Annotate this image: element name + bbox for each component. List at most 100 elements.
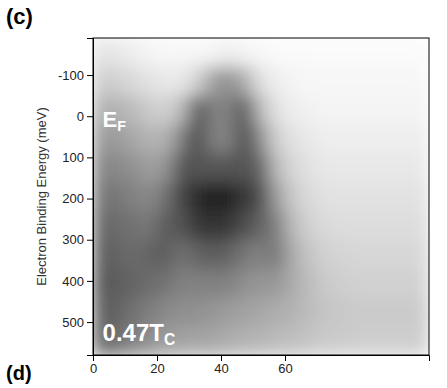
heatmap-cell <box>189 240 206 269</box>
heatmap-cell <box>349 211 366 240</box>
heatmap-cell <box>205 326 222 355</box>
y-tick-label: -100 <box>58 68 84 83</box>
y-tick: -100 <box>58 68 93 83</box>
heatmap-cell <box>205 124 222 153</box>
y-tick: 300 <box>62 232 93 247</box>
heatmap-cell <box>237 38 254 67</box>
y-tick-label: 100 <box>62 150 84 165</box>
heatmap-cell <box>269 240 286 269</box>
x-tick: 20 <box>150 355 164 376</box>
heatmap-cell <box>269 182 286 211</box>
heatmap-cell <box>269 38 286 67</box>
y-tick-mark <box>87 157 93 158</box>
heatmap-cell <box>349 326 366 355</box>
heatmap-cell <box>93 67 110 96</box>
heatmap-cell <box>205 269 222 298</box>
heatmap-cell <box>157 38 174 67</box>
heatmap-cell <box>301 240 318 269</box>
heatmap-cell <box>285 326 302 355</box>
heatmap-cell <box>205 182 222 211</box>
heatmap-cell <box>253 153 270 182</box>
x-tick: 60 <box>278 355 292 376</box>
heatmap-cell <box>269 67 286 96</box>
heatmap-cell <box>125 38 142 67</box>
heatmap-cell <box>285 38 302 67</box>
heatmap-cell <box>93 240 110 269</box>
heatmap-cell <box>365 38 382 67</box>
chart: 0204060-1000100200300400500EF0.47TCElect… <box>0 0 447 388</box>
y-tick-mark <box>87 322 93 323</box>
heatmap-cell <box>125 153 142 182</box>
heatmap-cell <box>189 326 206 355</box>
x-tick-label: 0 <box>90 361 97 376</box>
heatmap-cell <box>397 67 414 96</box>
heatmap-cell <box>125 124 142 153</box>
heatmap-cell <box>349 67 366 96</box>
heatmap-cell <box>253 124 270 153</box>
heatmap-cell <box>205 153 222 182</box>
heatmap-cell <box>109 67 126 96</box>
heatmap-cell <box>413 67 429 96</box>
heatmap-cell <box>237 124 254 153</box>
heatmap-cell <box>253 326 270 355</box>
heatmap-cell <box>237 297 254 326</box>
heatmap-cell <box>301 67 318 96</box>
heatmap-cell <box>413 297 429 326</box>
heatmap-cell <box>333 297 350 326</box>
heatmap-cell <box>365 211 382 240</box>
heatmap-cell <box>349 297 366 326</box>
heatmap-cell <box>285 240 302 269</box>
heatmap-cell <box>157 153 174 182</box>
heatmap-cell <box>381 182 398 211</box>
heatmap-cell <box>141 269 158 298</box>
heatmap-cell <box>93 38 110 67</box>
heatmap-cell <box>301 124 318 153</box>
x-axis: 0204060 <box>90 355 430 376</box>
heatmap-cell <box>269 153 286 182</box>
heatmap-cell <box>157 124 174 153</box>
heatmap-cell <box>333 67 350 96</box>
heatmap-cell <box>349 240 366 269</box>
heatmap-cell <box>317 211 334 240</box>
heatmap-cell <box>285 211 302 240</box>
heatmap-cell <box>141 96 158 125</box>
heatmap-cell <box>397 211 414 240</box>
heatmap-cell <box>141 211 158 240</box>
heatmap-cell <box>285 182 302 211</box>
y-tick: 100 <box>62 150 93 165</box>
heatmap-cell <box>221 326 238 355</box>
heatmap-cell <box>381 67 398 96</box>
heatmap-cell <box>301 269 318 298</box>
heatmap-cell <box>365 67 382 96</box>
heatmap-cell <box>269 124 286 153</box>
heatmap-cell <box>157 240 174 269</box>
y-tick: 0 <box>77 109 93 124</box>
heatmap-cell <box>173 182 190 211</box>
heatmap-cell <box>269 297 286 326</box>
y-axis: -1000100200300400500 <box>58 39 94 356</box>
heatmap-cell <box>301 297 318 326</box>
heatmap-cell <box>333 326 350 355</box>
heatmap-cell <box>333 240 350 269</box>
heatmap-cell <box>253 38 270 67</box>
heatmap-cell <box>157 67 174 96</box>
y-tick-label: 0 <box>77 109 84 124</box>
heatmap-cell <box>301 96 318 125</box>
heatmap-cell <box>397 269 414 298</box>
heatmap-cell <box>125 96 142 125</box>
heatmap-cell <box>301 38 318 67</box>
heatmap-cell <box>285 297 302 326</box>
heatmap-cell <box>173 297 190 326</box>
heatmap-cell <box>221 38 238 67</box>
heatmap-cell <box>253 240 270 269</box>
heatmap-cell <box>189 67 206 96</box>
heatmap-cell <box>205 240 222 269</box>
heatmap-cell <box>189 297 206 326</box>
next-panel-label: (d) <box>6 362 32 384</box>
heatmap-cell <box>413 211 429 240</box>
heatmap-cell <box>109 269 126 298</box>
heatmap-cell <box>365 182 382 211</box>
heatmap-cell <box>141 124 158 153</box>
heatmap-cell <box>221 211 238 240</box>
x-tick-mark <box>285 355 286 361</box>
